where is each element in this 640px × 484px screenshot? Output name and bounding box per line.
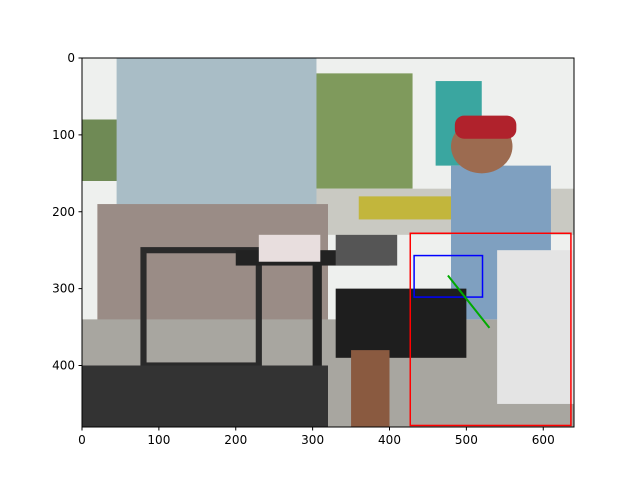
y-tick-label: 400 xyxy=(52,359,75,373)
y-tick-label: 100 xyxy=(52,128,75,142)
direction-line xyxy=(447,274,491,329)
x-tick-label: 600 xyxy=(532,433,555,447)
photo xyxy=(82,58,574,427)
bounding-box xyxy=(413,254,484,298)
bounding-box xyxy=(409,232,572,427)
person-shorts xyxy=(335,288,467,358)
trees-center xyxy=(312,73,413,189)
y-tick-label: 200 xyxy=(52,205,75,219)
y-tick-label: 0 xyxy=(67,51,75,65)
x-tick-label: 500 xyxy=(455,433,478,447)
person-leg xyxy=(351,350,390,427)
pillar xyxy=(116,58,317,208)
x-tick-label: 200 xyxy=(224,433,247,447)
foreground-chair xyxy=(82,365,328,427)
laptop xyxy=(335,234,398,266)
x-tick-label: 100 xyxy=(147,433,170,447)
x-tick-label: 300 xyxy=(301,433,324,447)
x-tick-label: 400 xyxy=(378,433,401,447)
x-tick-label: 0 xyxy=(78,433,86,447)
y-tick-label: 300 xyxy=(52,282,75,296)
axes-frame xyxy=(81,57,575,428)
bag xyxy=(258,234,321,262)
car xyxy=(497,250,574,404)
cap xyxy=(454,115,517,139)
table-leg xyxy=(312,257,322,397)
